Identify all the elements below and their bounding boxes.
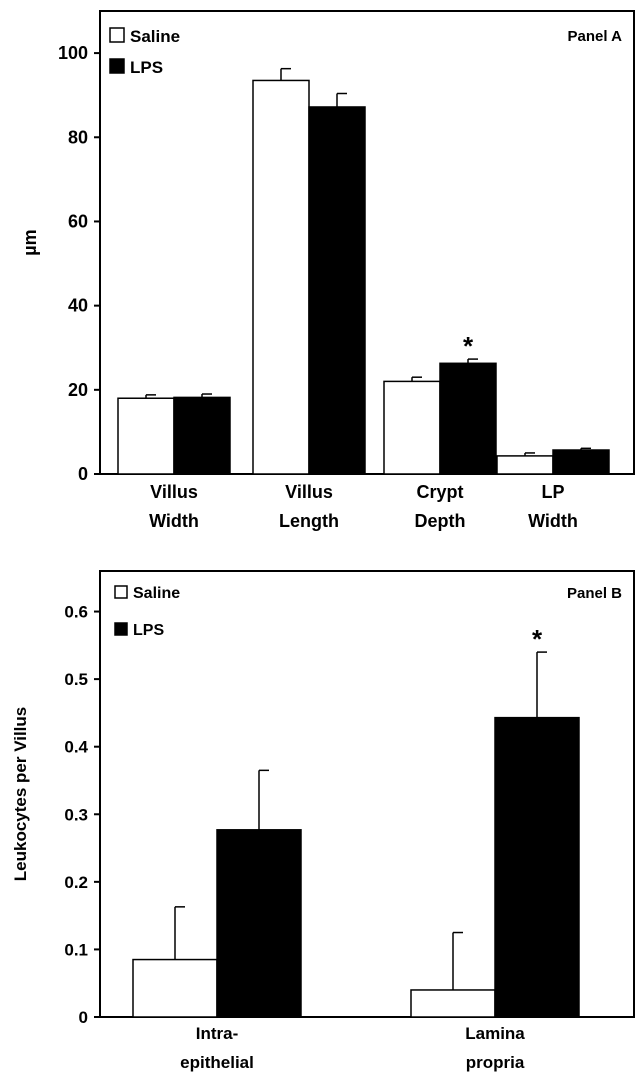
legend-swatch-saline <box>114 585 128 599</box>
bar-saline <box>117 397 175 475</box>
y-tick-label: 0.4 <box>64 738 88 757</box>
y-tick-label: 0.5 <box>64 670 88 689</box>
y-tick-label: 80 <box>68 127 88 147</box>
y-axis-label: Leukocytes per Villus <box>11 707 30 881</box>
legend-label-lps: LPS <box>130 58 163 77</box>
category-label: Villus <box>285 482 333 502</box>
y-tick-label: 0 <box>78 464 88 484</box>
legend-swatch-lps <box>114 622 128 636</box>
bar-saline <box>383 380 441 475</box>
bar-lps <box>173 396 231 475</box>
y-tick-label: 0.2 <box>64 873 88 892</box>
category-label: Crypt <box>416 482 463 502</box>
bar-lps <box>439 362 497 475</box>
legend-label-saline: Saline <box>130 27 180 46</box>
category-label: LP <box>541 482 564 502</box>
significance-marker: * <box>532 624 543 654</box>
category-label: Villus <box>150 482 198 502</box>
category-label: Length <box>279 511 339 531</box>
plot-frame <box>99 570 635 1018</box>
legend-label-lps: LPS <box>133 622 164 639</box>
y-tick-label: 20 <box>68 380 88 400</box>
legend-swatch-saline <box>109 27 125 43</box>
panel-label: Panel A <box>568 28 623 45</box>
bar-lps <box>216 829 302 1018</box>
chart-panel-b: 0 0.1 0.2 0.3 0.4 0.5 0.6 Leukocytes per Villus… <box>11 570 635 1072</box>
legend-label-saline: Saline <box>133 585 180 602</box>
y-tick-label: 0 <box>79 1008 88 1027</box>
y-tick-label: 60 <box>68 211 88 231</box>
y-tick-label: 0.6 <box>64 603 88 622</box>
panel-label: Panel B <box>567 585 622 602</box>
legend-swatch-lps <box>109 58 125 74</box>
bar-saline <box>496 455 554 475</box>
category-label: Depth <box>415 511 466 531</box>
category-label: Width <box>528 511 578 531</box>
significance-marker: * <box>463 331 474 361</box>
y-axis-label: µm <box>20 229 40 255</box>
y-tick-label: 100 <box>58 43 88 63</box>
bar-saline <box>132 958 218 1018</box>
y-tick-label: 0.3 <box>64 805 88 824</box>
bar-lps <box>552 449 610 475</box>
category-label: epithelial <box>180 1053 254 1072</box>
bar-lps <box>308 106 366 475</box>
bar-saline <box>252 79 310 475</box>
bar-lps <box>494 716 580 1018</box>
category-label: Width <box>149 511 199 531</box>
chart-panel-a: 0 20 40 60 80 100 µm Villus Width Villus Length Cry… <box>20 10 635 531</box>
y-tick-label: 40 <box>68 296 88 316</box>
category-label: Intra- <box>196 1024 239 1043</box>
y-tick-label: 0.1 <box>64 940 88 959</box>
category-label: Lamina <box>465 1024 525 1043</box>
plot-frame <box>99 10 635 475</box>
category-label: propria <box>466 1053 525 1072</box>
bar-saline <box>410 989 496 1018</box>
